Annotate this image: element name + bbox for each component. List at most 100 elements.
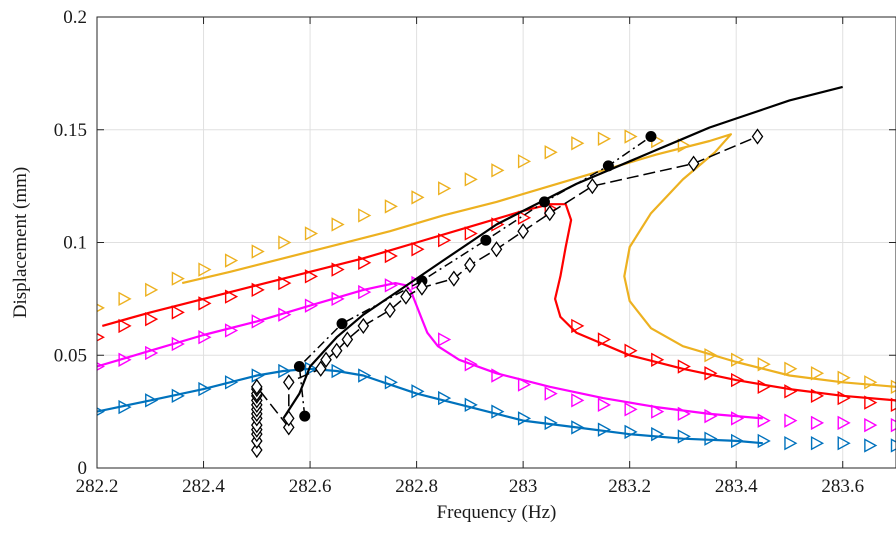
triangle-marker [517,377,532,392]
diamond-marker [282,419,295,436]
y-tick-label: 0.15 [54,120,87,141]
y-axis-title: Displacement (mm) [10,167,31,318]
series-line [97,282,763,420]
triangle-marker [171,388,185,404]
triangle-marker [651,352,665,367]
triangle-marker [331,363,345,379]
diamond-marker [282,410,295,427]
y-tick-label: 0 [78,458,88,479]
triangle-marker [278,363,292,379]
tick-labels: 282.2 282.4 282.6 282.8 283 283.2 283.4 283.6 0 0… [54,7,864,497]
triangle-marker [784,361,798,376]
dashdot-line [298,135,652,417]
triangle-marker [97,362,105,371]
x-axis-title: Frequency (Hz) [437,502,557,523]
triangle-marker [677,359,691,374]
diamond-marker [586,178,599,195]
dot-marker [480,234,492,246]
triangle-marker [731,433,745,449]
triangle-marker [571,136,585,151]
triangle-marker [864,395,878,410]
triangle-marker [118,352,132,367]
triangle-marker [571,393,585,408]
triangle-marker [597,422,611,437]
triangle-marker [278,235,292,250]
triangle-marker [145,345,159,361]
triangle-marker [224,289,239,304]
x-tick-label: 282.8 [395,476,438,497]
triangle-marker [251,282,265,298]
triangle-marker [890,417,896,433]
dot-marker [602,160,614,172]
x-tick-label: 283.2 [608,476,651,497]
diamond-marker [416,279,428,296]
triangle-marker [331,291,345,307]
y-tick-label: 0.2 [63,7,87,28]
diamond-marker [320,351,332,368]
triangle-marker [251,244,265,259]
triangle-marker [198,381,212,397]
triangle-marker [677,138,691,153]
x-tick-label: 282.4 [182,476,225,497]
diamond-marker [517,223,529,240]
series-line [282,85,843,419]
x-tick-label: 283 [509,476,538,497]
triangle-marker [384,375,398,390]
triangle-marker [224,375,239,390]
triangle-marker [704,431,718,446]
triangle-marker [890,397,896,413]
triangle-marker [438,181,452,196]
triangle-marker [757,379,771,394]
triangle-marker [251,368,265,383]
triangle-marker [384,278,398,293]
dot-marker [645,131,657,143]
triangle-marker [704,366,718,381]
x-tick-label: 282.6 [289,476,332,497]
x-tick-label: 282.2 [76,476,119,497]
diamond-marker [448,270,460,287]
triangle-marker [704,408,718,424]
triangle-marker [810,436,825,451]
y-tick-label: 0.05 [54,345,87,366]
diamond-marker [464,256,476,274]
diamond-marker [490,241,503,258]
triangle-marker [491,163,505,178]
triangle-marker [438,332,452,347]
triangle-marker [624,343,638,358]
triangle-marker [384,248,398,264]
triangle-marker [837,390,851,406]
series-line [102,203,896,402]
triangle-marker [198,330,212,345]
triangle-marker [757,413,771,428]
triangle-marker [278,307,292,322]
triangle-marker [358,255,372,270]
x-tick-label: 283.4 [715,476,758,497]
triangle-marker [171,305,185,320]
triangle-marker [304,269,319,284]
triangle-marker [890,438,896,453]
series-group [97,85,896,459]
series-line [97,367,763,445]
triangle-marker [464,397,478,413]
triangle-marker [571,420,585,435]
triangle-marker [331,217,345,232]
triangle-marker [864,438,878,453]
triangle-marker [331,262,345,277]
triangle-marker [651,404,665,419]
triangle-marker [118,291,132,307]
triangle-marker [464,357,478,372]
triangle-marker [464,226,478,241]
triangle-marker [544,145,558,160]
triangle-marker [278,275,292,291]
diamond-marker [687,155,700,172]
diamond-marker [341,331,354,348]
triangle-marker [145,311,159,327]
triangle-marker [411,242,425,257]
triangle-marker [810,366,825,381]
diamond-marker [330,342,343,359]
triangle-marker [704,348,718,363]
triangle-marker [517,210,532,225]
triangle-marker [624,424,638,440]
triangle-marker [517,154,532,169]
